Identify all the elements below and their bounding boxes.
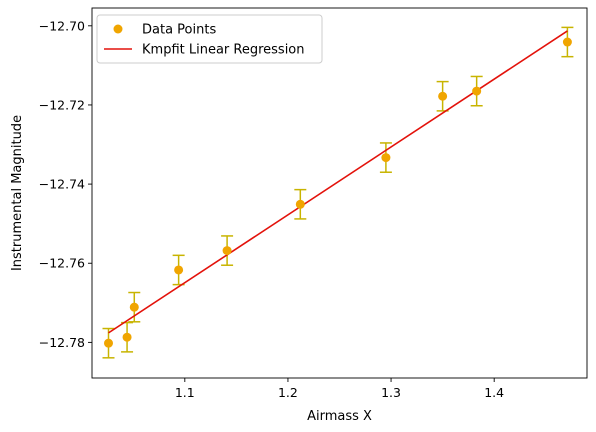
plot-marks bbox=[102, 26, 574, 359]
data-point bbox=[222, 246, 232, 256]
data-point bbox=[472, 86, 482, 96]
data-point bbox=[122, 332, 132, 342]
y-tick-label: −12.74 bbox=[39, 177, 85, 192]
y-axis: −12.78 −12.76 −12.74 −12.72 −12.70 bbox=[39, 18, 92, 350]
x-axis: 1.1 1.2 1.3 1.4 bbox=[175, 378, 504, 400]
y-tick-label: −12.70 bbox=[39, 18, 85, 33]
y-axis-label: Instrumental Magnitude bbox=[10, 115, 25, 271]
legend: Data Points Kmpfit Linear Regression bbox=[96, 14, 323, 64]
legend-label-regression: Kmpfit Linear Regression bbox=[142, 43, 305, 58]
data-point bbox=[438, 91, 448, 101]
data-point bbox=[129, 302, 139, 312]
legend-marker-data-points bbox=[113, 24, 123, 34]
data-point bbox=[562, 37, 572, 47]
y-tick-label: −12.76 bbox=[39, 256, 85, 271]
regression-line bbox=[108, 30, 568, 334]
x-tick-label: 1.3 bbox=[381, 385, 401, 400]
y-tick-label: −12.78 bbox=[39, 335, 85, 350]
plot-frame bbox=[91, 7, 588, 379]
data-point bbox=[295, 199, 305, 209]
data-point bbox=[381, 153, 391, 163]
x-tick-label: 1.4 bbox=[484, 385, 504, 400]
legend-label-data-points: Data Points bbox=[142, 23, 216, 38]
y-tick-label: −12.72 bbox=[39, 97, 85, 112]
data-point bbox=[104, 338, 113, 348]
x-tick-label: 1.2 bbox=[278, 385, 298, 400]
legend-box bbox=[96, 14, 323, 64]
x-axis-label: Airmass X bbox=[307, 409, 372, 424]
x-tick-label: 1.1 bbox=[175, 385, 195, 400]
data-point bbox=[174, 265, 184, 275]
